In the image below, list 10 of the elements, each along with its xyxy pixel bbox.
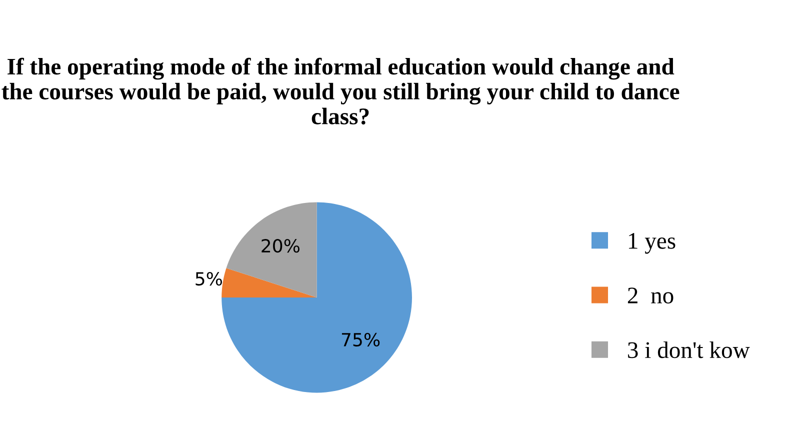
legend-label: 2 no	[628, 288, 674, 304]
chart-title: If the operating mode of the informal education would change and the courses would be paid, would you still bring your child to dance class?	[2, 58, 680, 125]
legend-label: 3 i don't kow	[628, 342, 750, 358]
pie-slice	[226, 202, 317, 298]
data-label: 75%	[342, 332, 380, 346]
pie-slice	[222, 202, 412, 393]
pie-slice	[222, 268, 317, 298]
legend-label: 1 yes	[628, 233, 676, 254]
data-label: 20%	[262, 239, 300, 253]
data-label: 5%	[196, 272, 222, 286]
